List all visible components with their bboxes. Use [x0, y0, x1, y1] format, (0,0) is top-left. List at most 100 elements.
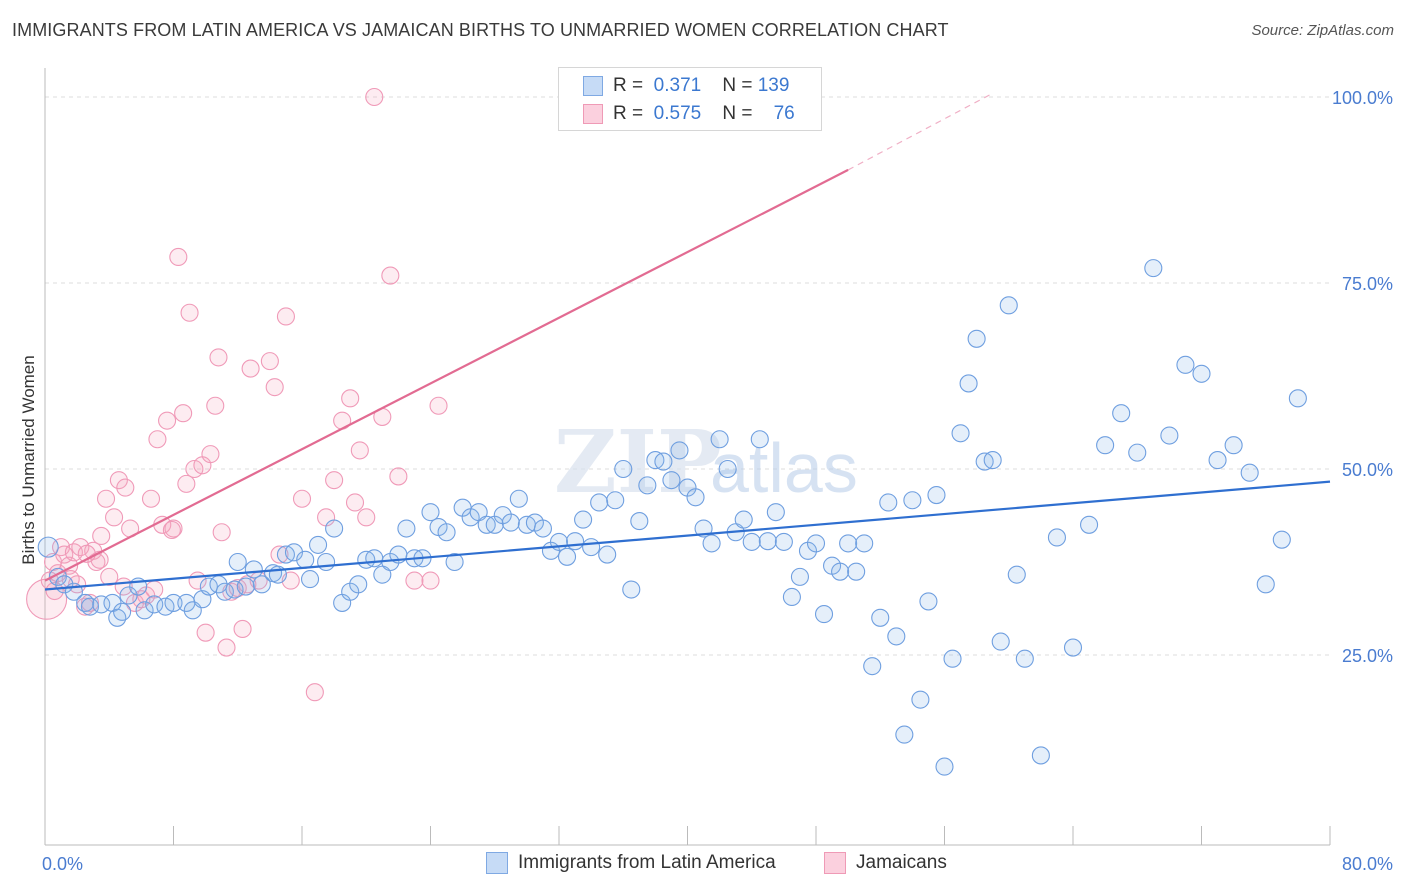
series-legend: Immigrants from Latin America Jamaicans [0, 852, 1406, 878]
legend-swatch-pink [824, 852, 846, 874]
point-latin-america [1192, 364, 1211, 383]
point-latin-america [1160, 426, 1179, 445]
point-latin-america [113, 602, 132, 621]
point-latin-america [557, 547, 577, 566]
point-jamaicans [421, 571, 440, 590]
point-jamaicans [325, 471, 344, 490]
point-jamaicans [233, 619, 252, 639]
point-latin-america [670, 441, 689, 460]
r-label: R = [613, 103, 644, 124]
point-latin-america [847, 562, 866, 581]
x-tick-labels: 0.0% 80.0% [42, 854, 1393, 874]
point-latin-america [1047, 528, 1066, 547]
point-jamaicans [341, 389, 360, 408]
gridlines [45, 96, 1330, 656]
point-latin-america [1007, 565, 1026, 584]
point-latin-america [590, 493, 609, 512]
series-immigrants-latin-america [37, 259, 1307, 776]
point-latin-america [1080, 515, 1099, 534]
point-jamaicans [305, 683, 324, 702]
point-jamaicans [109, 471, 128, 490]
point-latin-america [879, 493, 898, 512]
point-jamaicans [141, 489, 161, 508]
point-latin-america [782, 587, 801, 607]
r-label: R = [613, 75, 644, 96]
point-latin-america [943, 649, 962, 668]
point-latin-america [296, 550, 315, 569]
point-latin-america [421, 503, 440, 522]
point-latin-america [317, 552, 336, 572]
point-latin-america [614, 459, 633, 479]
point-latin-america [935, 757, 954, 776]
point-latin-america [1063, 638, 1083, 657]
point-latin-america [1224, 436, 1243, 455]
point-latin-america [959, 374, 978, 393]
trend-line-latin-america [44, 480, 1331, 591]
point-latin-america [501, 513, 520, 532]
point-latin-america [509, 489, 528, 508]
trend-line-jamaicans [44, 168, 849, 582]
point-jamaicans [345, 493, 365, 512]
point-latin-america [638, 476, 657, 495]
point-latin-america [887, 627, 906, 646]
point-latin-america [37, 536, 59, 558]
point-latin-america [225, 580, 244, 599]
point-latin-america [622, 580, 641, 599]
point-jamaicans [265, 378, 284, 397]
point-latin-america [630, 512, 649, 531]
point-latin-america [533, 519, 552, 538]
point-jamaicans [429, 396, 448, 415]
point-latin-america [1240, 463, 1259, 482]
point-latin-america [903, 491, 922, 510]
y-tick-label: 50.0% [1342, 460, 1393, 480]
point-jamaicans [405, 571, 424, 590]
point-latin-america [774, 532, 793, 551]
point-jamaicans [148, 430, 167, 449]
point-latin-america [244, 560, 263, 579]
point-latin-america [654, 452, 673, 471]
legend-label: Jamaicans [856, 852, 947, 873]
point-jamaicans [209, 348, 228, 367]
point-latin-america [919, 592, 938, 611]
stats-row-pink: R = 0.575 N = 76 [583, 102, 795, 126]
point-latin-america [662, 471, 681, 490]
point-latin-america [790, 567, 809, 586]
point-latin-america [309, 535, 328, 554]
n-label: N = [722, 75, 753, 96]
point-latin-america [702, 534, 721, 553]
point-latin-america [582, 538, 601, 557]
point-latin-america [252, 575, 271, 594]
point-jamaicans [241, 359, 260, 378]
point-latin-america [1208, 451, 1227, 470]
point-latin-america [1144, 259, 1163, 278]
point-jamaicans [350, 441, 369, 460]
trend-lines [44, 92, 1331, 591]
y-tick-label: 100.0% [1332, 88, 1393, 108]
point-latin-america [108, 608, 127, 627]
r-value: 0.575 [653, 103, 702, 124]
point-latin-america [686, 488, 705, 507]
point-latin-america [1288, 389, 1307, 408]
watermark: ZIP [554, 412, 722, 513]
point-latin-america [694, 519, 713, 538]
point-jamaicans [260, 352, 279, 371]
legend-item-latin-america: Immigrants from Latin America [486, 852, 776, 874]
point-latin-america [1128, 443, 1147, 462]
point-latin-america [437, 523, 456, 542]
point-jamaicans [196, 623, 215, 642]
point-latin-america [710, 430, 729, 449]
point-latin-america [742, 532, 761, 551]
point-latin-america [1112, 404, 1131, 423]
n-value: 76 [773, 103, 795, 124]
axes [44, 68, 1331, 846]
point-jamaicans [105, 508, 124, 527]
y-tick-label: 75.0% [1342, 274, 1393, 294]
point-jamaicans [45, 581, 64, 601]
point-latin-america [951, 424, 970, 443]
point-latin-america [80, 597, 100, 616]
trend-line-jamaicans-extension [847, 92, 993, 171]
point-latin-america [927, 485, 946, 505]
point-latin-america [871, 608, 890, 627]
point-latin-america [839, 534, 858, 553]
